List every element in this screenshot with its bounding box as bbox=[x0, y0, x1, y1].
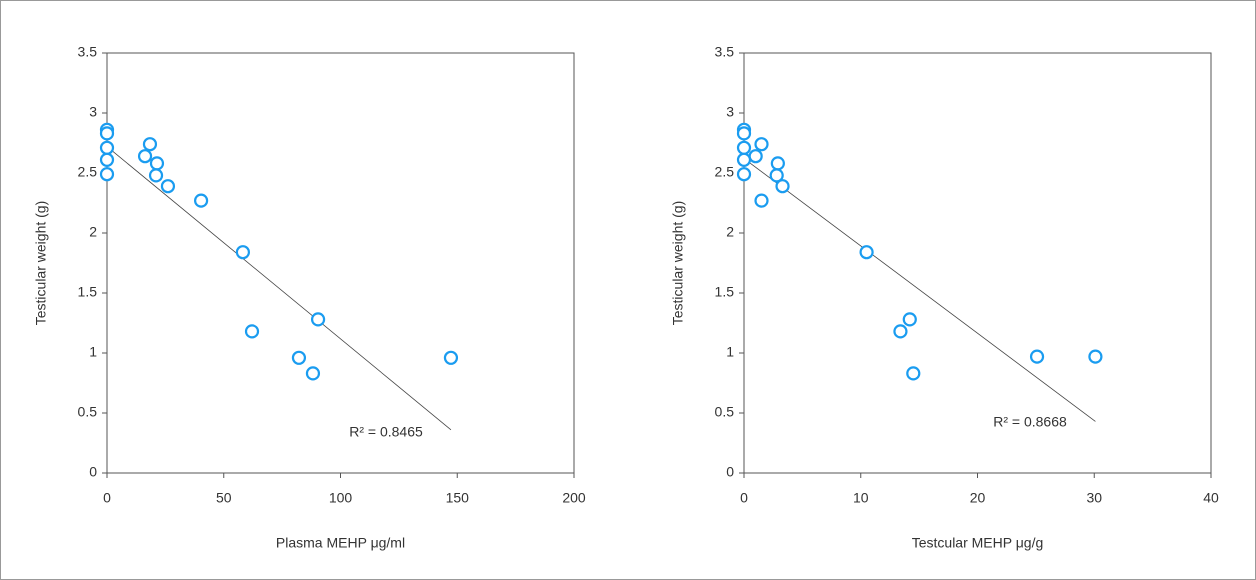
point bbox=[1029, 349, 1045, 364]
y-tick-label: 0.5 bbox=[78, 404, 98, 420]
x-axis-label: Testcular MEHP μg/g bbox=[912, 535, 1044, 551]
point bbox=[754, 137, 769, 152]
point bbox=[769, 168, 784, 183]
point bbox=[893, 324, 908, 339]
x-tick-label: 100 bbox=[329, 490, 353, 506]
point bbox=[1088, 349, 1103, 364]
point bbox=[244, 324, 260, 339]
y-tick-label: 1.5 bbox=[715, 284, 735, 300]
point bbox=[736, 152, 752, 167]
y-tick-label: 2.5 bbox=[715, 164, 735, 180]
x-tick-label: 0 bbox=[103, 490, 111, 506]
point bbox=[748, 149, 763, 164]
point bbox=[235, 245, 250, 260]
point bbox=[99, 152, 115, 167]
y-tick-label: 3 bbox=[89, 104, 97, 120]
r-squared-annotation: R² = 0.8668 bbox=[993, 414, 1067, 430]
x-tick-label: 150 bbox=[446, 490, 470, 506]
y-tick-label: 1 bbox=[89, 344, 97, 360]
point bbox=[736, 140, 752, 155]
x-tick-label: 200 bbox=[562, 490, 586, 506]
y-tick-label: 2 bbox=[726, 224, 734, 240]
point bbox=[99, 140, 115, 155]
point bbox=[902, 312, 917, 327]
x-tick-label: 30 bbox=[1086, 490, 1102, 506]
x-axis-label: Plasma MEHP μg/ml bbox=[276, 535, 405, 551]
y-tick-label: 0 bbox=[726, 464, 734, 480]
point bbox=[149, 156, 165, 171]
y-tick-label: 3 bbox=[726, 104, 734, 120]
point bbox=[859, 245, 874, 260]
y-axis-label: Testicular weight (g) bbox=[670, 201, 686, 326]
trendline bbox=[743, 158, 1096, 422]
point bbox=[99, 126, 115, 141]
point bbox=[194, 193, 209, 208]
point bbox=[137, 149, 153, 164]
point bbox=[148, 168, 164, 183]
y-tick-label: 3.5 bbox=[78, 44, 98, 60]
y-tick-label: 0 bbox=[89, 464, 97, 480]
point bbox=[443, 350, 459, 365]
y-tick-label: 2 bbox=[89, 224, 97, 240]
y-tick-label: 3.5 bbox=[715, 44, 735, 60]
y-tick-label: 0.5 bbox=[715, 404, 735, 420]
trendline bbox=[106, 146, 452, 431]
point bbox=[160, 179, 176, 194]
point bbox=[310, 312, 326, 327]
y-axis-label: Testicular weight (g) bbox=[33, 201, 49, 326]
point bbox=[906, 366, 921, 381]
point bbox=[99, 167, 115, 182]
x-tick-label: 50 bbox=[216, 490, 232, 506]
y-tick-label: 2.5 bbox=[78, 164, 98, 180]
point bbox=[305, 366, 321, 381]
x-tick-label: 10 bbox=[853, 490, 869, 506]
x-tick-label: 20 bbox=[970, 490, 986, 506]
r-squared-annotation: R² = 0.8465 bbox=[349, 424, 423, 440]
y-tick-label: 1 bbox=[726, 344, 734, 360]
y-tick-label: 1.5 bbox=[78, 284, 98, 300]
point bbox=[754, 193, 769, 208]
point bbox=[736, 167, 752, 182]
x-tick-label: 0 bbox=[740, 490, 748, 506]
point bbox=[775, 179, 790, 194]
point bbox=[142, 137, 158, 152]
point bbox=[736, 126, 752, 141]
point bbox=[291, 350, 307, 365]
point bbox=[770, 156, 785, 171]
x-tick-label: 40 bbox=[1203, 490, 1219, 506]
